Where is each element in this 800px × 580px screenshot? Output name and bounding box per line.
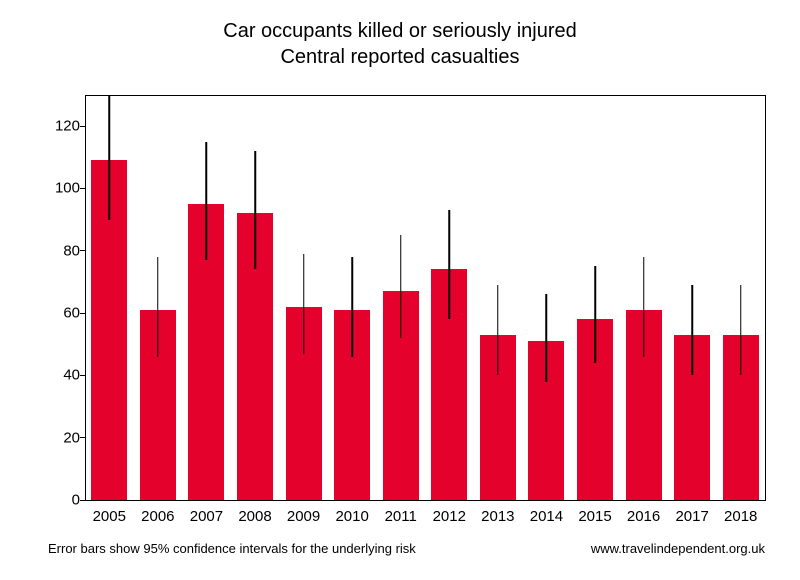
error-bar bbox=[206, 142, 208, 260]
footer-note: Error bars show 95% confidence intervals… bbox=[48, 541, 416, 556]
y-tick-mark bbox=[80, 313, 85, 314]
x-tick-label: 2012 bbox=[433, 508, 466, 525]
y-tick-mark bbox=[80, 375, 85, 376]
error-bar bbox=[740, 285, 742, 375]
error-bar bbox=[643, 257, 645, 357]
error-bar bbox=[303, 254, 305, 354]
error-bar bbox=[449, 210, 451, 319]
y-tick-label: 0 bbox=[30, 492, 80, 509]
y-tick-label: 80 bbox=[30, 242, 80, 259]
x-tick-label: 2006 bbox=[141, 508, 174, 525]
error-bar bbox=[594, 266, 596, 363]
x-tick-label: 2015 bbox=[578, 508, 611, 525]
error-bar bbox=[691, 285, 693, 375]
y-tick-mark bbox=[80, 500, 85, 501]
error-bar bbox=[254, 151, 256, 269]
x-tick-label: 2013 bbox=[481, 508, 514, 525]
error-bar bbox=[400, 235, 402, 338]
error-bar bbox=[157, 257, 159, 357]
x-tick-label: 2016 bbox=[627, 508, 660, 525]
error-bar bbox=[109, 95, 111, 220]
y-tick-mark bbox=[80, 188, 85, 189]
title-line-1: Car occupants killed or seriously injure… bbox=[0, 18, 800, 44]
y-tick-label: 60 bbox=[30, 305, 80, 322]
y-tick-label: 100 bbox=[30, 180, 80, 197]
chart-title: Car occupants killed or seriously injure… bbox=[0, 18, 800, 70]
x-tick-label: 2008 bbox=[238, 508, 271, 525]
y-axis-line bbox=[85, 95, 86, 500]
y-tick-mark bbox=[80, 437, 85, 438]
footer-source: www.travelindependent.org.uk bbox=[591, 541, 765, 556]
x-tick-label: 2007 bbox=[190, 508, 223, 525]
x-tick-label: 2011 bbox=[385, 508, 417, 525]
y-tick-label: 20 bbox=[30, 429, 80, 446]
y-tick-label: 120 bbox=[30, 118, 80, 135]
x-axis-line bbox=[85, 500, 765, 501]
y-tick-mark bbox=[80, 126, 85, 127]
error-bar bbox=[546, 294, 548, 381]
error-bar bbox=[497, 285, 499, 375]
plot-area bbox=[85, 95, 766, 501]
error-bar bbox=[351, 257, 353, 357]
y-tick-mark bbox=[80, 250, 85, 251]
chart-container: Car occupants killed or seriously injure… bbox=[0, 0, 800, 580]
y-tick-label: 40 bbox=[30, 367, 80, 384]
x-tick-label: 2017 bbox=[675, 508, 708, 525]
x-tick-label: 2014 bbox=[530, 508, 563, 525]
x-tick-label: 2010 bbox=[335, 508, 368, 525]
x-tick-label: 2018 bbox=[724, 508, 757, 525]
title-line-2: Central reported casualties bbox=[0, 44, 800, 70]
x-tick-label: 2009 bbox=[287, 508, 320, 525]
x-tick-label: 2005 bbox=[93, 508, 126, 525]
